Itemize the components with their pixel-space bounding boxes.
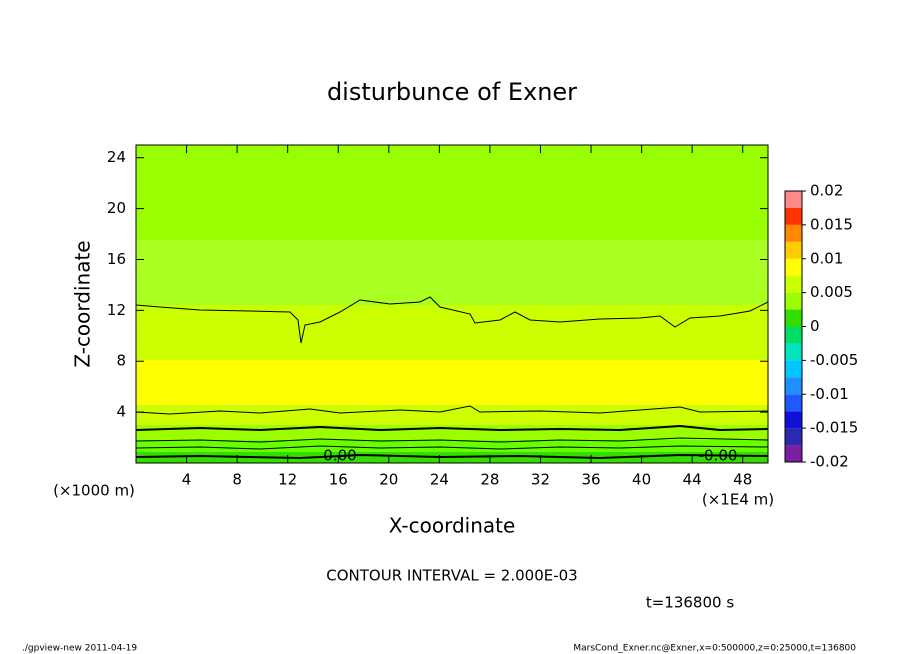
- region: [136, 305, 768, 360]
- colorbar-label: 0: [810, 317, 820, 335]
- colorbar-band: [785, 191, 802, 208]
- x-tick-label: 28: [480, 471, 499, 489]
- colorbar-label: -0.01: [810, 385, 849, 403]
- colorbar-band: [785, 309, 802, 327]
- plot-frame: [135, 144, 769, 464]
- region: [136, 440, 768, 452]
- colorbar-label: -0.005: [810, 351, 858, 369]
- colorbar-band: [785, 445, 802, 462]
- x-tick-label: 24: [430, 471, 449, 489]
- colorbar-band: [785, 343, 802, 361]
- contours: [135, 296, 769, 460]
- colorbar-label: 0.02: [810, 182, 843, 200]
- x-unit: (×1E4 m): [702, 491, 774, 509]
- x-tick-label: 44: [683, 471, 702, 489]
- colorbar-band: [785, 207, 802, 225]
- colorbar-band: [785, 275, 802, 293]
- footer-right: MarsCond_Exner.nc@Exner,x=0:500000,z=0:2…: [573, 644, 856, 654]
- colorbar-band: [785, 428, 802, 446]
- colorbar-band: [785, 394, 802, 412]
- x-tick-label: 36: [581, 471, 600, 489]
- colorbar-band: [785, 258, 802, 276]
- contour-label: -0.00: [699, 447, 738, 465]
- field: [136, 145, 768, 463]
- region: [136, 360, 768, 405]
- y-unit: (×1000 m): [53, 482, 135, 500]
- colorbar-label: 0.015: [810, 215, 853, 233]
- y-tick-label: 24: [107, 148, 126, 166]
- colorbar-band: [785, 377, 802, 395]
- x-tick-label: 48: [733, 471, 752, 489]
- region: [136, 240, 768, 305]
- colorbar-label: 0.01: [810, 249, 843, 267]
- colorbar-band: [785, 326, 802, 344]
- colorbar-band: [785, 360, 802, 378]
- x-axis-label: X-coordinate: [389, 514, 516, 538]
- contour-interval: CONTOUR INTERVAL = 2.000E-03: [326, 567, 577, 585]
- y-axis-label: Z-coordinate: [71, 240, 95, 367]
- region: [136, 145, 768, 240]
- x-tick-label: 12: [278, 471, 297, 489]
- colorbar-label: -0.02: [810, 453, 849, 471]
- x-tick-label: 40: [632, 471, 651, 489]
- x-tick-label: 8: [232, 471, 242, 489]
- colorbar-band: [785, 241, 802, 259]
- y-tick-label: 8: [116, 352, 126, 370]
- y-tick-label: 16: [107, 250, 126, 268]
- colorbar-label: 0.005: [810, 283, 853, 301]
- x-tick-label: 4: [182, 471, 192, 489]
- footer-left: ./gpview-new 2011-04-19: [22, 644, 137, 654]
- y-tick-label: 20: [107, 199, 126, 217]
- colorbar-label: -0.015: [810, 419, 858, 437]
- time-label: t=136800 s: [646, 594, 734, 612]
- colorbar-band: [785, 224, 802, 242]
- y-tick-label: 12: [107, 301, 126, 319]
- colorbar-band: [785, 292, 802, 310]
- x-tick-label: 20: [379, 471, 398, 489]
- chart-title: disturbunce of Exner: [327, 78, 577, 106]
- colorbar-band: [785, 411, 802, 429]
- x-tick-label: 32: [531, 471, 550, 489]
- y-tick-label: 4: [116, 403, 126, 421]
- x-tick-label: 16: [329, 471, 348, 489]
- contour-label: 0.00: [323, 447, 356, 465]
